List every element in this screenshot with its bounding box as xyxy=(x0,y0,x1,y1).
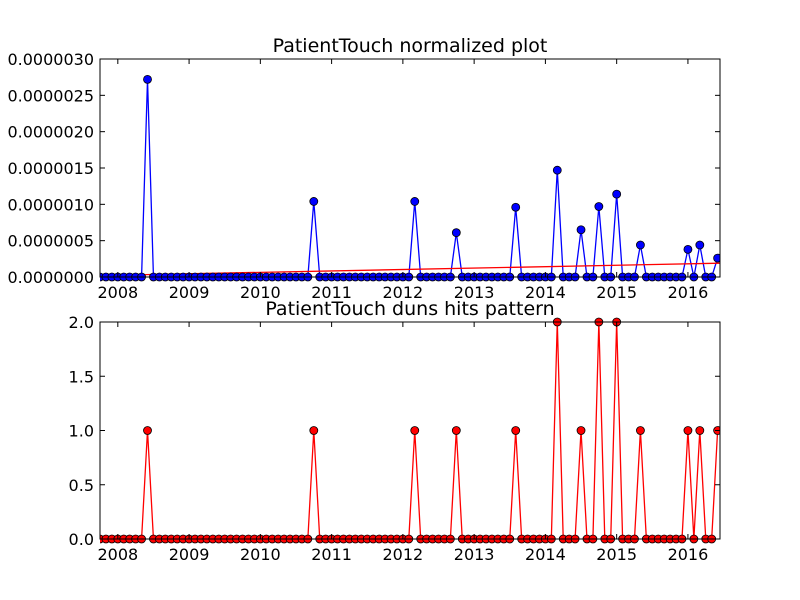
duns-hits-plot-data-point-81 xyxy=(576,426,586,435)
normalized-plot-y-tick-label: 0.0000010 xyxy=(7,195,94,214)
normalized-plot-data-point-70 xyxy=(511,202,521,212)
duns-hits-plot-data-point-70 xyxy=(511,426,521,435)
duns-hits-plot-y-tick-label: 0.0 xyxy=(69,530,94,549)
normalized-plot-x-tick-label: 2008 xyxy=(97,283,138,302)
normalized-plot-y-tick-label: 0.0000020 xyxy=(7,123,94,142)
duns-hits-plot-data-point-8 xyxy=(143,426,152,435)
normalized-plot-y-tick-label: 0.0000000 xyxy=(7,268,94,287)
duns-hits-plot-x-tick-label: 2014 xyxy=(525,545,566,564)
duns-hits-plot-data-point-60 xyxy=(451,426,461,435)
duns-hits-plot-x-tick-label: 2012 xyxy=(383,545,424,564)
duns-hits-plot-x-tick-label: 2015 xyxy=(596,545,637,564)
duns-hits-plot-y-tick-label: 2.0 xyxy=(69,313,94,332)
duns-hits-plot-data-point-53 xyxy=(410,426,420,435)
normalized-plot-data-point-104 xyxy=(713,253,720,263)
duns-hits-plot-x-tick-label: 2011 xyxy=(311,545,352,564)
duns-hits-plot-y-tick-label: 1.0 xyxy=(69,422,94,441)
duns-hits-plot-y-axis: 0.0 0.5 1.0 1.5 2.0 xyxy=(69,313,720,549)
normalized-plot-x-tick-label: 2009 xyxy=(169,283,210,302)
normalized-plot-data-point-53 xyxy=(410,197,420,206)
duns-hits-plot-x-tick-label: 2010 xyxy=(240,545,281,564)
normalized-plot-y-tick-label: 0.0000030 xyxy=(7,50,94,69)
normalized-plot-x-tick-label: 2010 xyxy=(240,283,281,302)
duns-hits-plot-x-axis: 2008 2009 2010 2011 2012 2013 2014 2015 2016 xyxy=(97,322,708,564)
normalized-plot-x-tick-label: 2011 xyxy=(311,283,352,302)
duns-hits-plot-data-point-91 xyxy=(636,426,645,435)
duns-hits-plot-data-point-101 xyxy=(695,426,705,435)
normalized-plot-x-tick-label: 2016 xyxy=(668,283,709,302)
normalized-plot-x-tick-label: 2015 xyxy=(596,283,637,302)
normalized-plot-y-tick-label: 0.0000005 xyxy=(7,232,94,251)
duns-hits-plot-data-point-36 xyxy=(309,426,319,435)
normalized-plot: PatientTouch normalized plot 2008 2009 201… xyxy=(7,35,721,302)
duns-hits-plot-x-tick-label: 2013 xyxy=(454,545,495,564)
normalized-plot-data-point-60 xyxy=(451,228,461,238)
normalized-plot-x-tick-label: 2014 xyxy=(525,283,566,302)
normalized-plot-data-point-101 xyxy=(695,240,705,250)
duns-hits-plot-y-tick-label: 1.5 xyxy=(69,367,94,386)
normalized-plot-title: PatientTouch normalized plot xyxy=(273,35,548,57)
normalized-plot-data-point-99 xyxy=(683,244,693,254)
duns-hits-plot-x-tick-label: 2016 xyxy=(668,545,709,564)
normalized-plot-data-point-77 xyxy=(552,165,562,175)
duns-hits-plot-data-point-99 xyxy=(683,426,693,435)
normalized-plot-data-point-84 xyxy=(594,202,604,211)
normalized-plot-x-tick-label: 2012 xyxy=(383,283,424,302)
normalized-plot-x-tick-label: 2013 xyxy=(454,283,495,302)
normalized-plot-data-point-81 xyxy=(576,225,586,235)
normalized-plot-data-point-87 xyxy=(612,189,622,199)
normalized-plot-data-point-36 xyxy=(309,197,319,206)
normalized-plot-y-tick-label: 0.0000025 xyxy=(7,86,94,105)
duns-hits-plot-title: PatientTouch duns hits pattern xyxy=(265,298,554,320)
duns-hits-plot-y-tick-label: 0.5 xyxy=(69,476,94,495)
normalized-plot-x-axis: 2008 2009 2010 2011 2012 2013 2014 2015 2016 xyxy=(97,59,708,302)
duns-hits-plot-x-tick-label: 2008 xyxy=(97,545,138,564)
duns-hits-plot: PatientTouch duns hits pattern 2008 2009 2… xyxy=(69,298,721,564)
duns-hits-plot-x-tick-label: 2009 xyxy=(169,545,210,564)
normalized-plot-data-point-91 xyxy=(636,240,645,250)
normalized-plot-y-axis: 0.0000000 0.0000005 0.0000010 0.0000015 0.00… xyxy=(7,50,720,287)
normalized-plot-data-point-8 xyxy=(143,74,152,84)
normalized-plot-y-tick-label: 0.0000015 xyxy=(7,159,94,178)
